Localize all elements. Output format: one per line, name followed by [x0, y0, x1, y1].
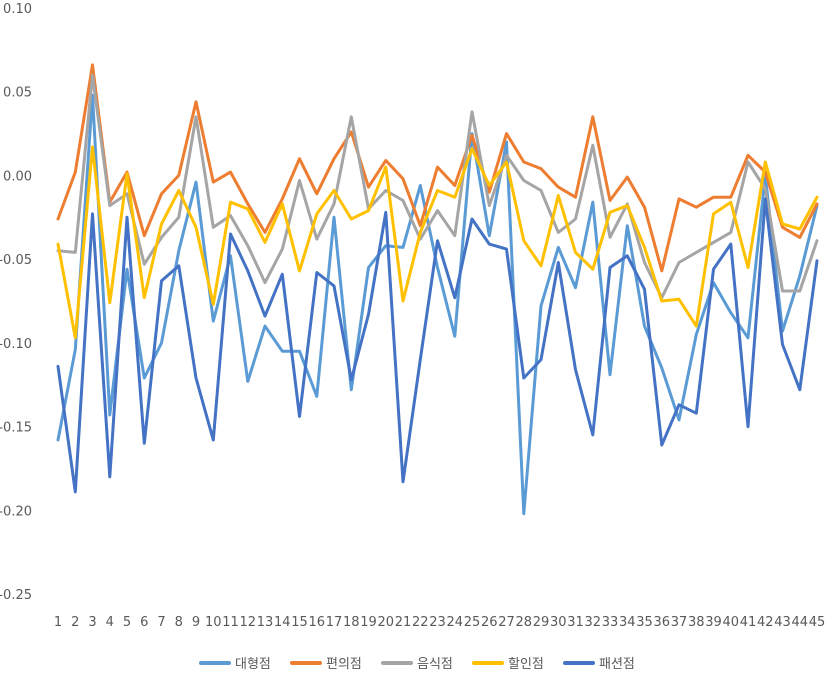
x-tick-label: 6 — [140, 615, 148, 630]
x-tick-label: 20 — [377, 615, 394, 630]
legend-label: 패션점 — [599, 657, 635, 672]
x-tick-label: 23 — [429, 615, 446, 630]
x-tick-label: 30 — [550, 615, 567, 630]
x-tick-label: 38 — [688, 615, 705, 630]
x-tick-label: 10 — [205, 615, 222, 630]
x-tick-label: 34 — [619, 615, 636, 630]
x-tick-label: 9 — [192, 615, 200, 630]
x-tick-label: 12 — [239, 615, 256, 630]
y-tick-label: -0.25 — [0, 588, 32, 603]
series-line-3 — [56, 145, 819, 340]
x-tick-label: 24 — [446, 615, 463, 630]
x-tick-label: 7 — [157, 615, 165, 630]
x-tick-label: 28 — [515, 615, 532, 630]
x-tick-label: 26 — [481, 615, 498, 630]
x-tick-label: 3 — [88, 615, 96, 630]
x-tick-label: 1 — [54, 615, 62, 630]
y-tick-label: 0.05 — [3, 86, 32, 101]
x-tick-label: 31 — [567, 615, 584, 630]
x-tick-label: 5 — [123, 615, 131, 630]
y-axis-tick-labels: 0.10 0.05 0.00 -0.05 -0.10 -0.15 -0.20 -0.25 — [0, 2, 32, 603]
x-tick-label: 41 — [740, 615, 757, 630]
x-tick-label: 44 — [791, 615, 808, 630]
x-tick-label: 35 — [636, 615, 653, 630]
x-tick-label: 17 — [326, 615, 343, 630]
x-tick-label: 21 — [395, 615, 412, 630]
series-line-2 — [56, 73, 819, 300]
y-tick-label: -0.20 — [0, 504, 32, 519]
x-axis-tick-labels: 1 2 3 4 5 6 7 8 9 10 11 12 13 14 15 16 17 18 19 20 21 22 23 24 2… — [54, 615, 825, 630]
y-tick-label: -0.15 — [0, 421, 32, 436]
y-tick-label: 0.00 — [3, 169, 32, 184]
series-line-0 — [56, 93, 819, 516]
x-tick-label: 11 — [222, 615, 239, 630]
x-tick-label: 29 — [533, 615, 550, 630]
y-tick-label: -0.10 — [0, 337, 32, 352]
legend: 대형점 편의점 음식점 할인점 패션점 — [199, 657, 635, 672]
x-tick-label: 2 — [71, 615, 79, 630]
x-tick-label: 8 — [175, 615, 183, 630]
x-tick-label: 14 — [274, 615, 291, 630]
x-tick-label: 25 — [464, 615, 481, 630]
x-tick-label: 13 — [257, 615, 274, 630]
x-tick-label: 42 — [757, 615, 774, 630]
x-tick-label: 37 — [671, 615, 688, 630]
x-tick-label: 32 — [584, 615, 601, 630]
x-tick-label: 45 — [809, 615, 826, 630]
x-tick-label: 43 — [774, 615, 791, 630]
x-tick-label: 19 — [360, 615, 377, 630]
x-tick-label: 15 — [291, 615, 308, 630]
x-tick-label: 18 — [343, 615, 360, 630]
legend-label: 음식점 — [417, 657, 453, 672]
x-tick-label: 33 — [602, 615, 619, 630]
y-tick-label: -0.05 — [0, 253, 32, 268]
legend-label: 할인점 — [508, 657, 544, 672]
legend-label: 편의점 — [326, 657, 362, 672]
series-lines — [56, 63, 819, 516]
series-line-1 — [56, 63, 819, 273]
x-tick-label: 39 — [705, 615, 722, 630]
x-tick-label: 22 — [412, 615, 429, 630]
x-tick-label: 40 — [722, 615, 739, 630]
legend-label: 대형점 — [235, 657, 271, 672]
x-tick-label: 36 — [653, 615, 670, 630]
x-tick-label: 27 — [498, 615, 515, 630]
series-line-4 — [56, 197, 819, 494]
x-tick-label: 16 — [308, 615, 325, 630]
y-tick-label: 0.10 — [3, 2, 32, 17]
x-tick-label: 4 — [106, 615, 114, 630]
